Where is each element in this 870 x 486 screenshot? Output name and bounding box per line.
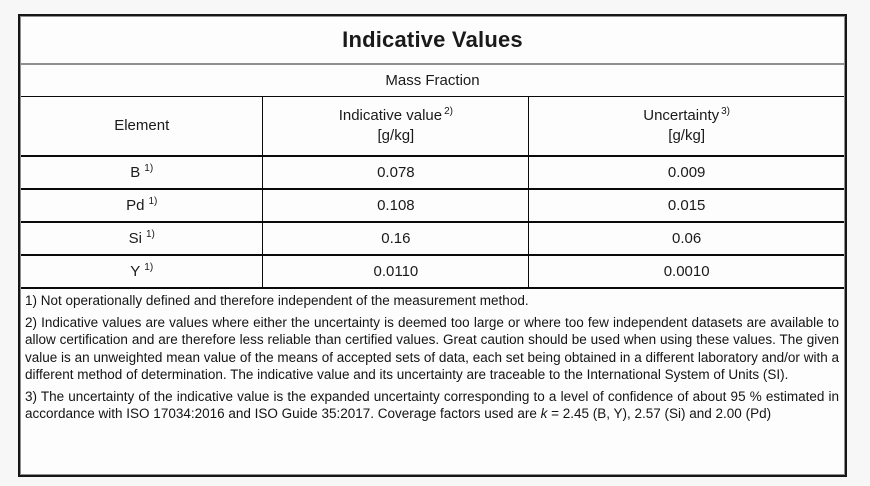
column-header-uncertainty-unit: [g/kg] (668, 127, 705, 144)
indicative-value-cell: 0.078 (262, 156, 529, 190)
indicative-values-table: Indicative Values Mass Fraction Element … (21, 17, 844, 474)
element-symbol: B (130, 164, 141, 181)
element-symbol: Y (130, 263, 141, 280)
indicative-value-cell: 0.108 (262, 189, 529, 223)
element-cell: B 1) (21, 156, 263, 190)
footnote-marker-1: 1) (144, 163, 154, 174)
footnote-marker-2: 2) (444, 106, 454, 117)
uncertainty-cell: 0.0010 (528, 255, 844, 289)
table-subtitle: Mass Fraction (21, 64, 844, 97)
footnote-3-coverage-factor-symbol: k (540, 406, 548, 421)
element-symbol: Si (128, 230, 142, 247)
table-row-si: Si 1) 0.16 0.06 (21, 222, 844, 256)
footnotes-section: 1) Not operationally defined and therefo… (21, 288, 844, 474)
element-cell: Si 1) (21, 222, 263, 256)
uncertainty-cell: 0.015 (528, 189, 844, 223)
column-header-uncertainty-label: Uncertainty (643, 107, 720, 124)
page-title: Indicative Values (21, 17, 844, 65)
footnote-marker-1: 1) (144, 262, 154, 273)
footnote-marker-1: 1) (148, 196, 158, 207)
table-row-y: Y 1) 0.0110 0.0010 (21, 255, 844, 289)
table-frame: Indicative Values Mass Fraction Element … (18, 14, 847, 477)
indicative-value-cell: 0.16 (262, 222, 529, 256)
footnote-marker-1: 1) (145, 229, 155, 240)
element-symbol: Pd (126, 197, 145, 214)
column-header-indicative-label: Indicative value (338, 107, 443, 124)
footnote-1: 1) Not operationally defined and therefo… (25, 293, 529, 308)
column-header-indicative-value: Indicative value 2) [g/kg] (262, 96, 529, 157)
uncertainty-cell: 0.009 (528, 156, 844, 190)
table-frame-inner-border: Indicative Values Mass Fraction Element … (20, 16, 845, 475)
title-row: Indicative Values (21, 17, 844, 65)
footnotes-cell: 1) Not operationally defined and therefo… (21, 288, 844, 474)
indicative-value-cell: 0.0110 (262, 255, 529, 289)
column-header-uncertainty: Uncertainty 3) [g/kg] (528, 96, 844, 157)
table-row-pd: Pd 1) 0.108 0.015 (21, 189, 844, 223)
column-header-indicative-unit: [g/kg] (377, 127, 415, 144)
footnote-marker-3: 3) (721, 106, 731, 117)
element-cell: Y 1) (21, 255, 263, 289)
element-cell: Pd 1) (21, 189, 263, 223)
footnote-3-text-after: = 2.45 (B, Y), 2.57 (Si) and 2.00 (Pd) (547, 406, 772, 421)
column-header-element: Element (21, 96, 263, 157)
footnote-3: 3) The uncertainty of the indicative val… (25, 388, 839, 423)
uncertainty-cell: 0.06 (528, 222, 844, 256)
subtitle-row: Mass Fraction (21, 64, 844, 97)
table-row-b: B 1) 0.078 0.009 (21, 156, 844, 190)
column-header-row: Element Indicative value 2) [g/kg] Uncert… (21, 96, 844, 157)
footnote-3-text-before: 3) The uncertainty of the indicative val… (25, 388, 839, 422)
footnote-2: 2) Indicative values are values where ei… (25, 314, 839, 383)
column-header-element-label: Element (114, 117, 170, 134)
